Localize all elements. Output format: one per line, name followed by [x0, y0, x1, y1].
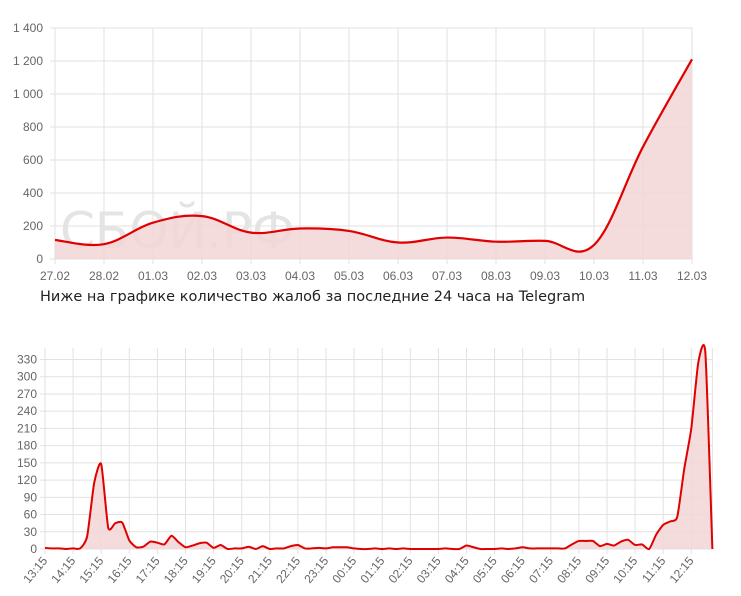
x-tick-label: 27.02 [40, 269, 70, 283]
x-tick-label: 06:15 [498, 554, 528, 586]
y-tick-label: 0 [36, 252, 43, 266]
x-tick-label: 10:15 [610, 554, 640, 586]
x-tick-label: 18:15 [161, 554, 191, 586]
x-tick-label: 02.03 [187, 269, 217, 283]
x-tick-label: 02:15 [386, 554, 416, 586]
y-tick-label: 210 [17, 421, 37, 435]
x-tick-label: 12.03 [677, 269, 707, 283]
x-tick-label: 06.03 [383, 269, 413, 283]
y-tick-label: 150 [17, 456, 37, 470]
x-tick-label: 15:15 [76, 554, 106, 586]
y-tick-label: 600 [23, 153, 43, 167]
x-tick-label: 08.03 [481, 269, 511, 283]
chart-caption: Ниже на графике количество жалоб за посл… [40, 289, 586, 305]
y-tick-label: 330 [17, 352, 37, 366]
x-tick-label: 11.03 [628, 269, 657, 283]
x-tick-label: 23:15 [301, 554, 331, 586]
y-tick-label: 180 [17, 439, 37, 453]
x-tick-label: 03:15 [414, 554, 444, 586]
y-tick-label: 300 [17, 370, 37, 384]
y-tick-label: 30 [24, 525, 38, 539]
x-tick-label: 07.03 [432, 269, 462, 283]
x-tick-label: 04.03 [285, 269, 315, 283]
x-tick-label: 20:15 [217, 554, 247, 586]
x-tick-label: 14:15 [48, 554, 78, 586]
y-tick-label: 1 200 [13, 54, 43, 68]
x-tick-label: 08:15 [554, 554, 584, 586]
x-tick-label: 09.03 [530, 269, 560, 283]
x-tick-label: 05.03 [334, 269, 364, 283]
x-tick-label: 22:15 [273, 554, 303, 586]
series-line [54, 58, 693, 253]
x-tick-label: 01.03 [138, 269, 168, 283]
y-tick-label: 200 [23, 219, 43, 233]
x-tick-label: 16:15 [105, 554, 135, 586]
x-tick-label: 21:15 [245, 554, 275, 586]
y-tick-label: 60 [24, 508, 38, 522]
x-tick-label: 03.03 [236, 269, 266, 283]
y-tick-label: 1 400 [13, 21, 43, 35]
x-tick-label: 09:15 [582, 554, 612, 586]
y-tick-label: 120 [17, 473, 37, 487]
x-tick-label: 19:15 [189, 554, 219, 586]
series-area [45, 345, 713, 550]
y-tick-label: 400 [23, 186, 43, 200]
daily-complaints-chart: 0 200 400 600 800 1 000 1 200 1 400 27.02 28.02 01… [13, 21, 707, 283]
series-line [44, 344, 714, 551]
x-tick-label: 13:15 [20, 554, 50, 586]
x-tick-label: 05:15 [470, 554, 500, 586]
y-tick-label: 240 [17, 404, 37, 418]
x-tick-label: 07:15 [526, 554, 556, 586]
y-tick-label: 270 [17, 387, 37, 401]
x-tick-label: 10.03 [579, 269, 609, 283]
x-tick-label: 12:15 [667, 554, 697, 586]
y-tick-label: 1 000 [13, 87, 43, 101]
x-tick-label: 00:15 [329, 554, 359, 586]
x-tick-label: 28.02 [89, 269, 119, 283]
y-tick-label: 800 [23, 120, 43, 134]
series-area [55, 59, 692, 259]
y-tick-label: 0 [30, 542, 37, 556]
x-tick-label: 11:15 [639, 554, 669, 586]
y-tick-label: 90 [24, 490, 38, 504]
x-tick-label: 17:15 [133, 554, 163, 586]
x-tick-label: 01:15 [357, 554, 387, 586]
x-tick-label: 04:15 [442, 554, 472, 586]
